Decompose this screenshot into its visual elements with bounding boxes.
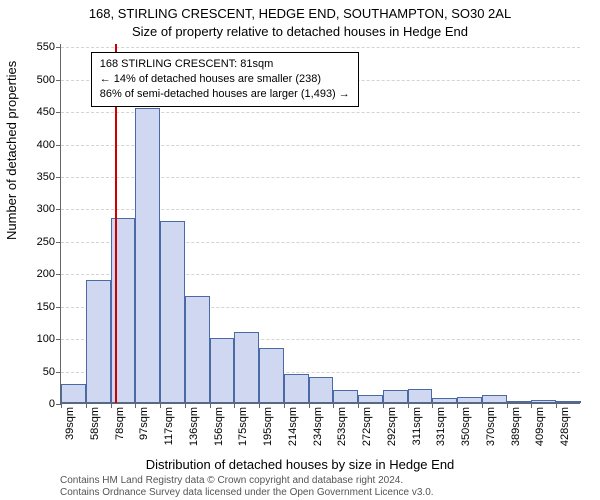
histogram-bar (185, 296, 210, 403)
y-tick-mark (56, 242, 61, 243)
histogram-bar (135, 108, 160, 403)
x-tick-mark (160, 403, 161, 408)
x-tick-mark (259, 403, 260, 408)
y-tick-label: 300 (37, 203, 55, 215)
y-tick-label: 350 (37, 171, 55, 183)
y-tick-label: 150 (37, 301, 55, 313)
histogram-bar (160, 221, 185, 403)
x-tick-label: 350sqm (460, 407, 472, 446)
y-tick-label: 550 (37, 41, 55, 53)
x-tick-mark (531, 403, 532, 408)
y-tick-mark (56, 47, 61, 48)
x-tick-mark (482, 403, 483, 408)
x-tick-mark (61, 403, 62, 408)
x-tick-mark (383, 403, 384, 408)
y-tick-mark (56, 372, 61, 373)
x-tick-label: 214sqm (287, 407, 299, 446)
histogram-bar (531, 400, 556, 403)
info-line-2: ← 14% of detached houses are smaller (23… (100, 72, 350, 87)
info-line-3: 86% of semi-detached houses are larger (… (100, 87, 350, 102)
y-tick-label: 50 (43, 366, 55, 378)
footer-line-1: Contains HM Land Registry data © Crown c… (60, 475, 403, 486)
x-tick-mark (284, 403, 285, 408)
x-tick-label: 409sqm (534, 407, 546, 446)
y-tick-label: 200 (37, 268, 55, 280)
x-tick-label: 389sqm (510, 407, 522, 446)
histogram-bar (556, 401, 581, 403)
x-tick-label: 58sqm (89, 407, 101, 440)
histogram-chart: 168, STIRLING CRESCENT, HEDGE END, SOUTH… (0, 0, 600, 500)
x-tick-mark (507, 403, 508, 408)
y-tick-mark (56, 145, 61, 146)
x-tick-label: 292sqm (386, 407, 398, 446)
x-tick-mark (234, 403, 235, 408)
info-box: 168 STIRLING CRESCENT: 81sqm ← 14% of de… (91, 52, 359, 107)
x-tick-label: 253sqm (336, 407, 348, 446)
x-tick-mark (309, 403, 310, 408)
x-tick-mark (86, 403, 87, 408)
x-tick-mark (556, 403, 557, 408)
y-axis-label: Number of detached properties (4, 61, 19, 240)
x-tick-mark (185, 403, 186, 408)
histogram-bar (259, 348, 284, 403)
info-line-1: 168 STIRLING CRESCENT: 81sqm (100, 57, 350, 72)
histogram-bar (383, 390, 408, 403)
x-tick-mark (135, 403, 136, 408)
x-tick-label: 156sqm (213, 407, 225, 446)
y-tick-mark (56, 112, 61, 113)
x-tick-mark (408, 403, 409, 408)
x-tick-label: 428sqm (559, 407, 571, 446)
y-tick-mark (56, 339, 61, 340)
y-tick-mark (56, 80, 61, 81)
x-tick-label: 311sqm (411, 407, 423, 445)
x-tick-mark (432, 403, 433, 408)
x-tick-label: 272sqm (361, 407, 373, 446)
histogram-bar (408, 389, 433, 403)
histogram-bar (358, 395, 383, 403)
histogram-bar (457, 397, 482, 403)
y-tick-label: 0 (49, 398, 55, 410)
x-tick-label: 39sqm (64, 407, 76, 440)
footer-line-2: Contains Ordnance Survey data licensed u… (60, 487, 434, 498)
histogram-bar (333, 390, 358, 403)
plot-frame: 168 STIRLING CRESCENT: 81sqm ← 14% of de… (60, 44, 580, 404)
x-tick-mark (210, 403, 211, 408)
histogram-bar (61, 384, 86, 403)
x-tick-label: 234sqm (312, 407, 324, 446)
y-tick-label: 450 (37, 106, 55, 118)
y-tick-label: 500 (37, 74, 55, 86)
histogram-bar (432, 398, 457, 403)
y-tick-label: 400 (37, 139, 55, 151)
y-tick-mark (56, 177, 61, 178)
y-tick-mark (56, 307, 61, 308)
x-tick-label: 117sqm (163, 407, 175, 445)
x-tick-label: 370sqm (485, 407, 497, 446)
x-axis-label: Distribution of detached houses by size … (0, 457, 600, 472)
histogram-bar (507, 401, 532, 403)
histogram-bar (284, 374, 309, 403)
x-tick-mark (457, 403, 458, 408)
x-tick-label: 136sqm (188, 407, 200, 446)
histogram-bar (86, 280, 111, 403)
y-tick-label: 100 (37, 333, 55, 345)
x-tick-label: 331sqm (435, 407, 447, 446)
x-tick-label: 78sqm (114, 407, 126, 440)
y-tick-mark (56, 274, 61, 275)
plot-area: 168 STIRLING CRESCENT: 81sqm ← 14% of de… (60, 44, 580, 404)
chart-title-line2: Size of property relative to detached ho… (0, 24, 600, 39)
histogram-bar (482, 395, 507, 403)
histogram-bar (234, 332, 259, 403)
histogram-bar (309, 377, 334, 403)
x-tick-mark (111, 403, 112, 408)
x-tick-label: 175sqm (237, 407, 249, 446)
chart-title-line1: 168, STIRLING CRESCENT, HEDGE END, SOUTH… (0, 6, 600, 21)
x-tick-mark (333, 403, 334, 408)
histogram-bar (210, 338, 235, 403)
y-tick-label: 250 (37, 236, 55, 248)
x-tick-label: 97sqm (138, 407, 150, 440)
y-tick-mark (56, 209, 61, 210)
x-tick-label: 195sqm (262, 407, 274, 446)
x-tick-mark (358, 403, 359, 408)
